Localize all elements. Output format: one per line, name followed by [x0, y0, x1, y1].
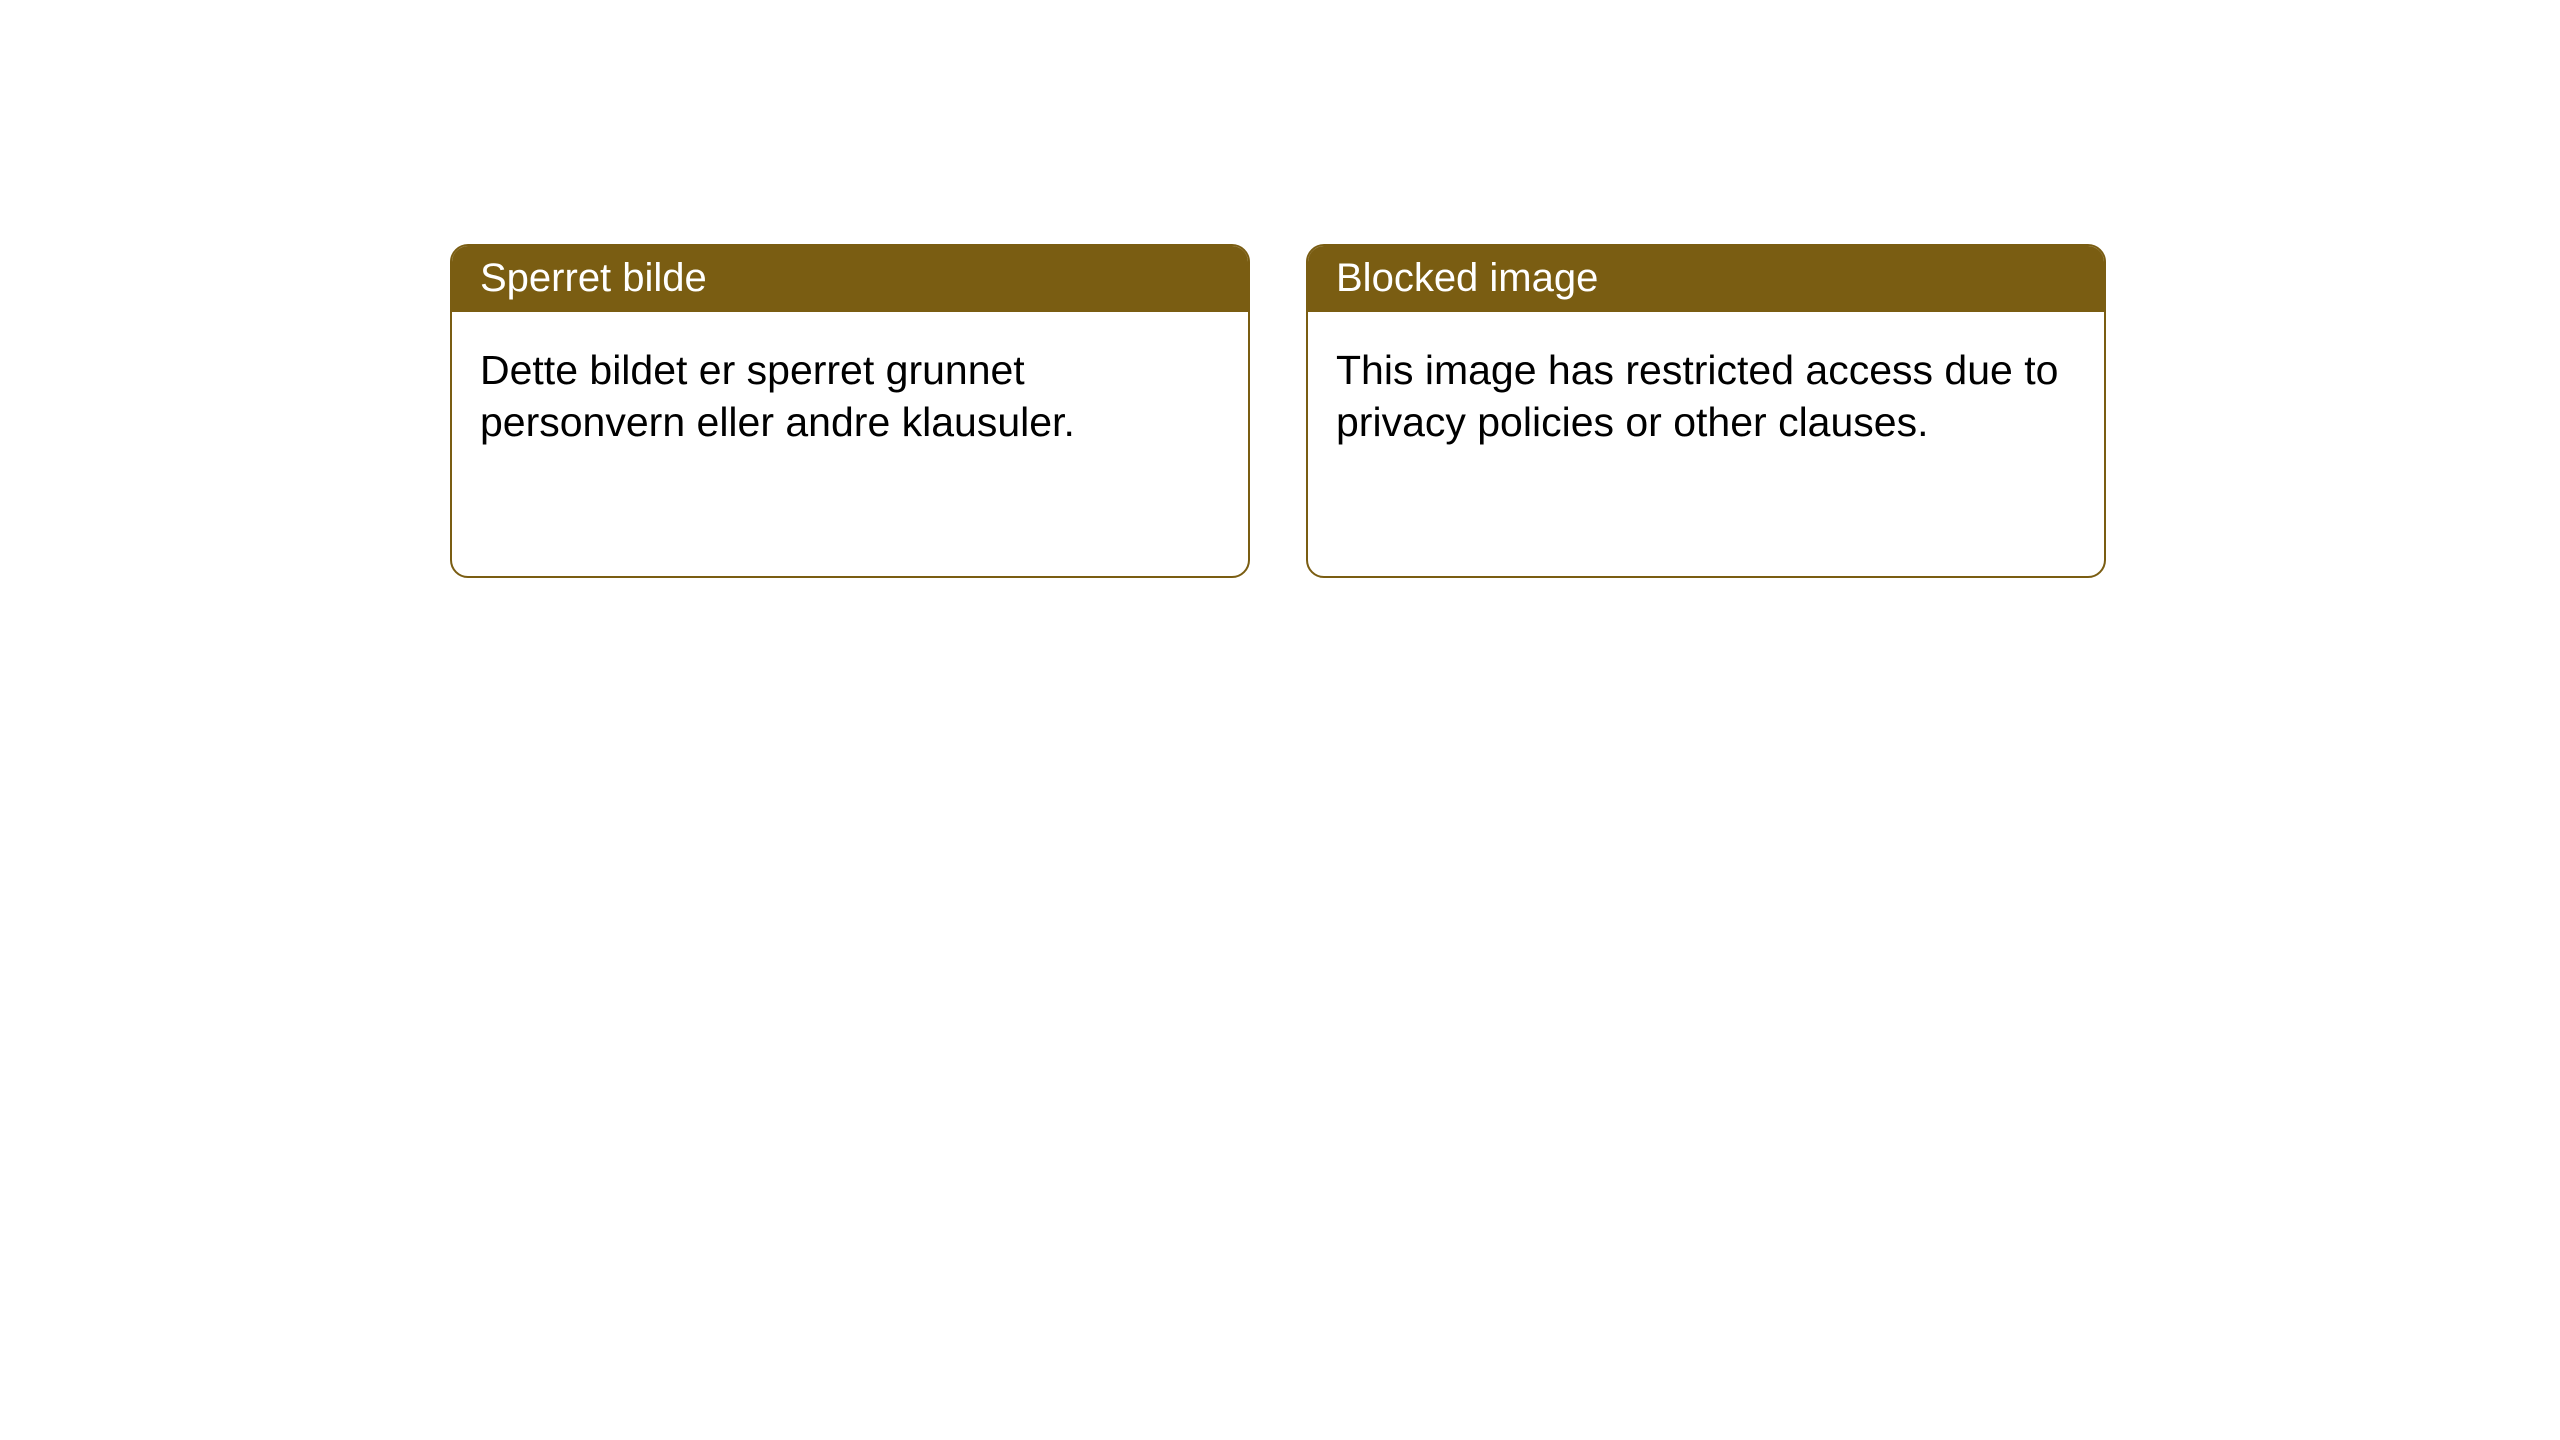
notice-container: Sperret bilde Dette bildet er sperret gr… — [0, 0, 2560, 578]
notice-card-body-no: Dette bildet er sperret grunnet personve… — [452, 312, 1248, 481]
notice-card-en: Blocked image This image has restricted … — [1306, 244, 2106, 578]
notice-card-body-en: This image has restricted access due to … — [1308, 312, 2104, 481]
notice-card-title-no: Sperret bilde — [452, 246, 1248, 312]
notice-card-no: Sperret bilde Dette bildet er sperret gr… — [450, 244, 1250, 578]
notice-card-title-en: Blocked image — [1308, 246, 2104, 312]
